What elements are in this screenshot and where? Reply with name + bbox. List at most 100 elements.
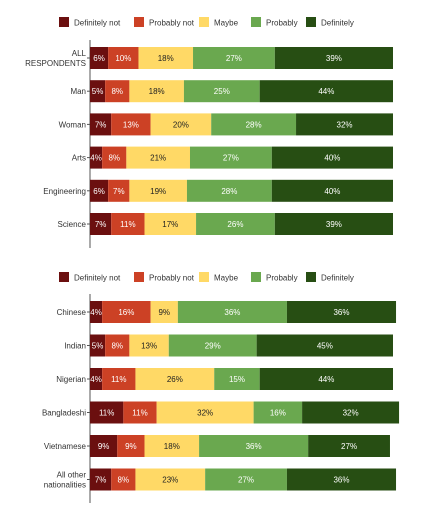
category-label-line: All other [57, 471, 87, 480]
bar-segment [259, 80, 393, 103]
legend-label: Definitely not [74, 19, 121, 28]
data-label: 15% [229, 375, 245, 384]
legend-label: Maybe [214, 19, 239, 28]
bar-row: Vietnamese 9% 9% 18% 36% 27% [44, 435, 390, 457]
legend-label: Maybe [214, 274, 239, 283]
data-label: 27% [223, 154, 239, 163]
data-label: 36% [333, 476, 349, 485]
data-label: 40% [324, 187, 340, 196]
bar-segment [253, 401, 303, 424]
category-label: Indian [64, 342, 86, 351]
data-label: 16% [270, 409, 286, 418]
data-label: 25% [214, 87, 230, 96]
data-label: 8% [111, 342, 123, 351]
data-label: 23% [162, 476, 178, 485]
bar-segment [308, 435, 390, 457]
bar-segment [126, 146, 190, 169]
data-label: 6% [93, 187, 105, 196]
bar-segment [108, 47, 139, 69]
data-label: 11% [132, 409, 147, 418]
bar-segment [186, 179, 272, 202]
bar-segment [90, 401, 124, 424]
data-label: 21% [150, 154, 166, 163]
data-label: 44% [318, 87, 334, 96]
data-label: 9% [98, 442, 110, 451]
data-label: 18% [158, 54, 174, 63]
legend-swatch [251, 272, 261, 282]
bar-segment [90, 468, 112, 491]
legend-swatch [306, 17, 316, 27]
category-label-line: RESPONDENTS [25, 59, 86, 68]
legend-label: Probably not [149, 274, 195, 283]
bar-segment [102, 301, 151, 323]
legend-label: Probably [266, 274, 298, 283]
bar-segment [256, 334, 393, 357]
legend: Definitely not Probably not Maybe Probably D… [59, 272, 354, 283]
data-label: 18% [164, 442, 180, 451]
data-label: 7% [95, 476, 107, 485]
category-label-line: ALL [72, 49, 87, 58]
data-label: 27% [341, 442, 357, 451]
data-label: 27% [226, 54, 242, 63]
bar-segment [196, 213, 275, 235]
bar-segment [90, 113, 112, 136]
bar-segment [129, 80, 184, 103]
category-label: Science [58, 220, 87, 229]
data-label: 36% [246, 442, 262, 451]
legend-swatch [134, 17, 144, 27]
data-label: 29% [205, 342, 221, 351]
bar-segment [205, 468, 287, 491]
data-label: 11% [99, 409, 114, 418]
bar-row: Science 7% 11% 17% 26% 39% [58, 213, 393, 235]
data-label: 13% [123, 120, 139, 129]
data-label: 17% [162, 220, 178, 229]
data-label: 20% [173, 120, 189, 129]
bar-segment [144, 435, 200, 457]
bar-segment [259, 368, 393, 390]
legend-swatch [134, 272, 144, 282]
bar-segment [90, 301, 103, 323]
bar-segment [102, 146, 127, 169]
bar-row: Chinese 4% 16% 9% 36% 36% [57, 301, 397, 323]
bar-segment [156, 401, 254, 424]
data-label: 18% [149, 87, 165, 96]
bar-segment [111, 113, 151, 136]
bar-segment [111, 213, 145, 235]
bar-segment [286, 301, 397, 323]
data-label: 6% [93, 54, 105, 63]
bar-row: All other nationalities 7% 8% 23% 27% 36% [44, 468, 397, 491]
bar-segment [90, 179, 109, 202]
bar-segment [271, 179, 393, 202]
bar-segment [123, 401, 157, 424]
data-label: 32% [343, 409, 359, 418]
bar-row: Arts 4% 8% 21% 27% 40% [72, 146, 393, 169]
bar-segment [129, 334, 169, 357]
category-label: Nigerian [56, 375, 86, 384]
category-label: Chinese [57, 308, 87, 317]
data-label: 9% [158, 308, 170, 317]
data-label: 36% [333, 308, 349, 317]
legend-label: Definitely [321, 19, 354, 28]
bar-segment [150, 301, 178, 323]
data-label: 10% [115, 54, 131, 63]
category-label: Bangladeshi [42, 409, 86, 418]
bar-segment [274, 47, 393, 69]
bar-segment [302, 401, 400, 424]
data-label: 27% [238, 476, 254, 485]
data-label: 39% [326, 54, 342, 63]
bar-row: Man 5% 8% 18% 25% 44% [70, 80, 393, 103]
data-label: 19% [150, 187, 166, 196]
bar-row: Indian 5% 8% 13% 29% 45% [64, 334, 393, 357]
category-label: All other nationalities [44, 471, 87, 490]
bar-segment [199, 435, 309, 457]
bar-row: Bangladeshi 11% 11% 32% 16% 32% [42, 401, 400, 424]
bar-segment [150, 113, 212, 136]
legend-label: Definitely not [74, 274, 121, 283]
bar-segment [177, 301, 287, 323]
bar-row: Woman 7% 13% 20% 28% 32% [59, 113, 393, 136]
bar-segment [108, 179, 130, 202]
data-label: 45% [317, 342, 333, 351]
data-label: 39% [326, 220, 342, 229]
